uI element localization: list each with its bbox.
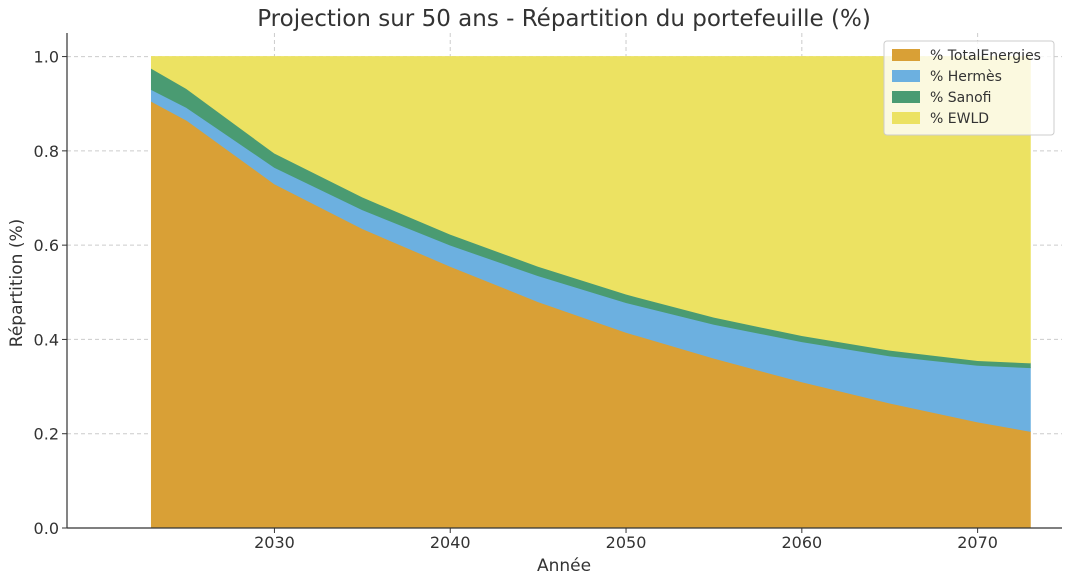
legend-swatch [892, 49, 920, 61]
stacked-areas [150, 56, 1031, 529]
y-tick-label: 1.0 [34, 48, 59, 67]
x-tick-label: 2040 [430, 533, 471, 552]
legend-swatch [892, 112, 920, 124]
legend-label: % EWLD [930, 111, 989, 127]
y-tick-label: 0.4 [34, 330, 59, 349]
legend-label: % Hermès [930, 69, 1002, 85]
y-tick-label: 0.8 [34, 142, 59, 161]
chart-title: Projection sur 50 ans - Répartition du p… [257, 6, 871, 32]
y-tick-label: 0.6 [34, 236, 59, 255]
x-axis-label: Année [537, 556, 591, 576]
legend-box [883, 40, 1055, 136]
x-tick-label: 2050 [606, 533, 647, 552]
area-series-3 [150, 56, 1031, 364]
legend-swatch [892, 70, 920, 82]
axes: 2030 2040 2050 2060 2070 0.0 0.2 0.4 0.6 0.8 1.0 [34, 33, 1062, 552]
x-tick-label: 2060 [781, 533, 822, 552]
x-tick-label: 2030 [254, 533, 295, 552]
x-tick-label: 2070 [957, 533, 998, 552]
legend-label: % Sanofi [930, 90, 991, 106]
y-axis-label: Répartition (%) [7, 219, 27, 347]
legend-swatch [892, 91, 920, 103]
legend-label: % TotalEnergies [930, 48, 1041, 64]
legend: % TotalEnergies % Hermès % Sanofi % EWLD [883, 40, 1055, 136]
y-tick-label: 0.2 [34, 425, 59, 444]
y-tick-label: 0.0 [34, 519, 59, 538]
